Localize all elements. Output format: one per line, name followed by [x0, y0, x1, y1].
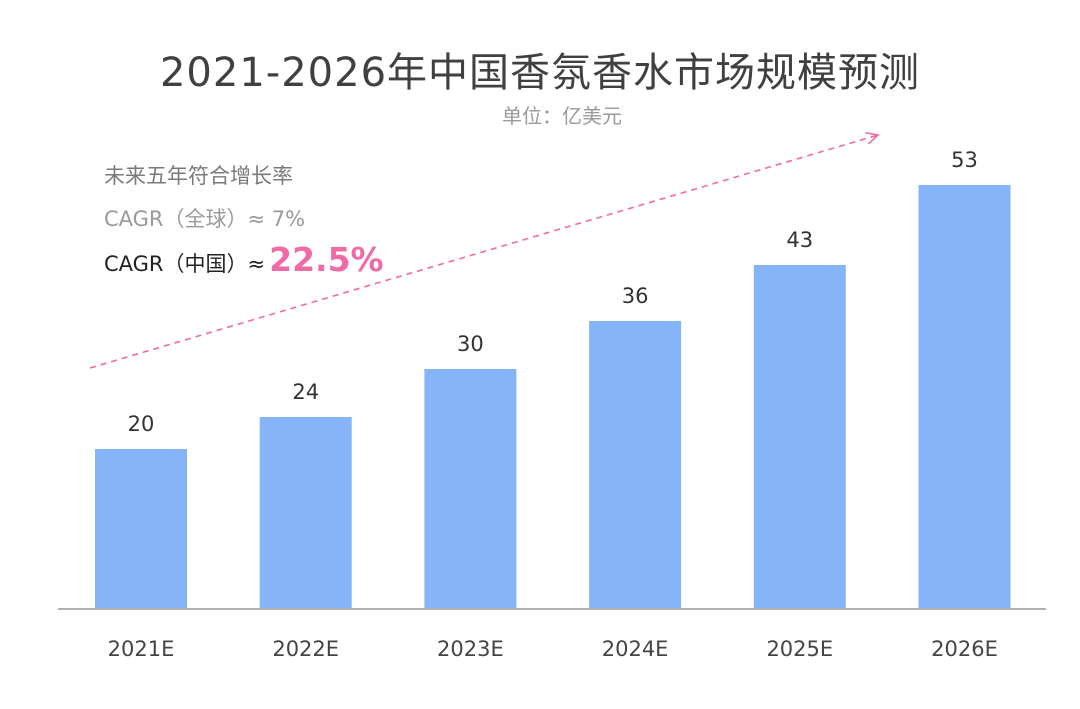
data-label-2022E: 24 [292, 380, 319, 404]
cagr-china-label: CAGR（中国）≈ [104, 252, 266, 276]
cagr-china-value: 22.5% [269, 240, 384, 279]
chart-title: 2021-2026年中国香氛香水市场规模预测 [159, 50, 921, 96]
bar-2025E [753, 265, 846, 608]
cagr-china-note: CAGR（中国）≈ 22.5% [104, 240, 384, 279]
growth-note-heading: 未来五年符合增长率 [104, 164, 293, 188]
unit-label: 单位：亿美元 [502, 104, 622, 128]
growth-trend-arrow [89, 135, 878, 369]
bar-2026E [918, 185, 1011, 608]
x-tick-label-2026E: 2026E [931, 637, 998, 661]
cagr-global-note: CAGR（全球）≈ 7% [104, 207, 306, 231]
data-label-2026E: 53 [951, 148, 978, 172]
x-tick-label-2023E: 2023E [437, 637, 504, 661]
x-tick-label-2021E: 2021E [108, 637, 175, 661]
x-tick-label-2025E: 2025E [766, 637, 833, 661]
data-label-2021E: 20 [128, 412, 155, 436]
bar-2023E [424, 369, 517, 608]
data-label-2025E: 43 [786, 228, 813, 252]
bar-2022E [259, 417, 352, 608]
bar-2024E [589, 321, 682, 608]
x-tick-label-2022E: 2022E [272, 637, 339, 661]
x-tick-label-2024E: 2024E [602, 637, 669, 661]
data-label-2023E: 30 [457, 332, 484, 356]
bar-2021E [95, 449, 187, 608]
data-label-2024E: 36 [622, 284, 649, 308]
